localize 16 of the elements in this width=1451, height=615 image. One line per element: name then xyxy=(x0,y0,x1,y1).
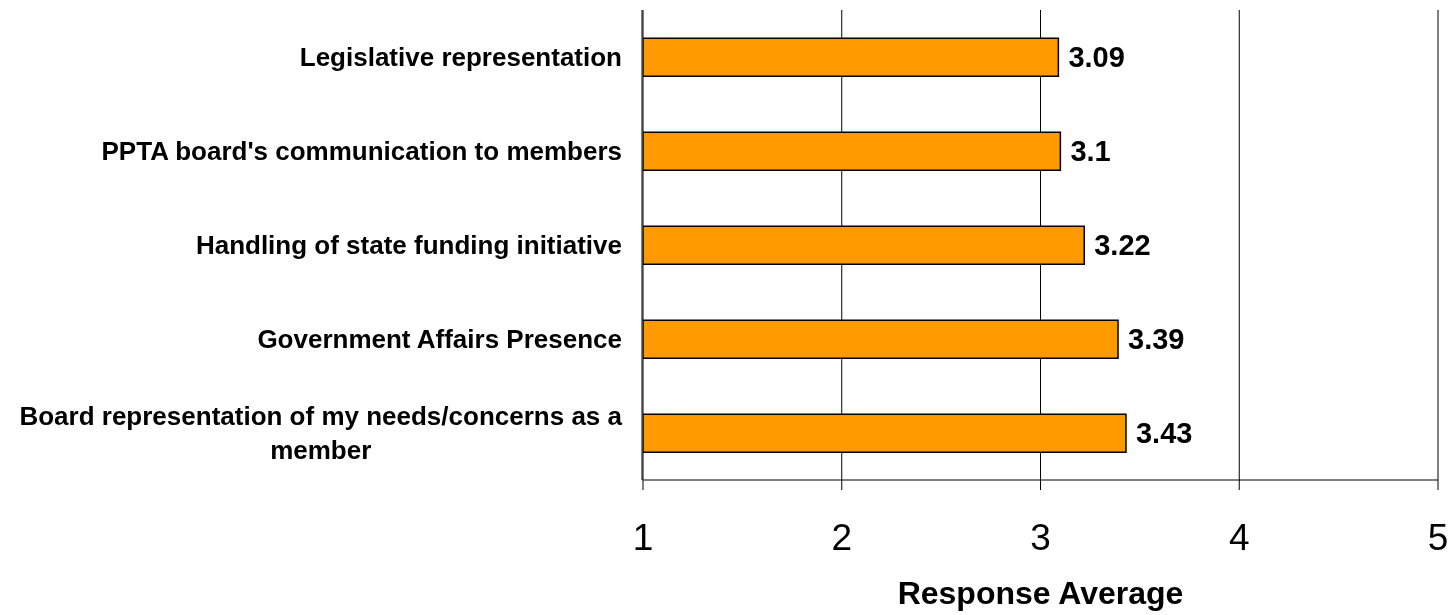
data-label: 3.39 xyxy=(1128,323,1185,356)
y-tick-label: Legislative representation xyxy=(299,42,622,72)
x-tick-label: 4 xyxy=(1228,517,1250,559)
x-axis-title: Response Average xyxy=(897,575,1184,611)
x-tick-label: 3 xyxy=(1030,517,1051,559)
y-tick-label: Handling of state funding initiative xyxy=(195,230,622,260)
data-label: 3.22 xyxy=(1094,229,1151,262)
x-tick-label: 1 xyxy=(632,517,654,559)
data-label: 3.09 xyxy=(1068,41,1125,74)
y-tick-label: PPTA board's communication to members xyxy=(101,136,622,166)
y-tick-label: Government Affairs Presence xyxy=(257,324,622,354)
data-label: 3.43 xyxy=(1135,417,1193,450)
data-label: 3.1 xyxy=(1070,135,1111,168)
x-tick-label: 2 xyxy=(831,517,853,559)
x-tick-label: 5 xyxy=(1427,517,1449,559)
y-tick-label: Board representation of my needs/concerns as a member xyxy=(19,401,623,465)
